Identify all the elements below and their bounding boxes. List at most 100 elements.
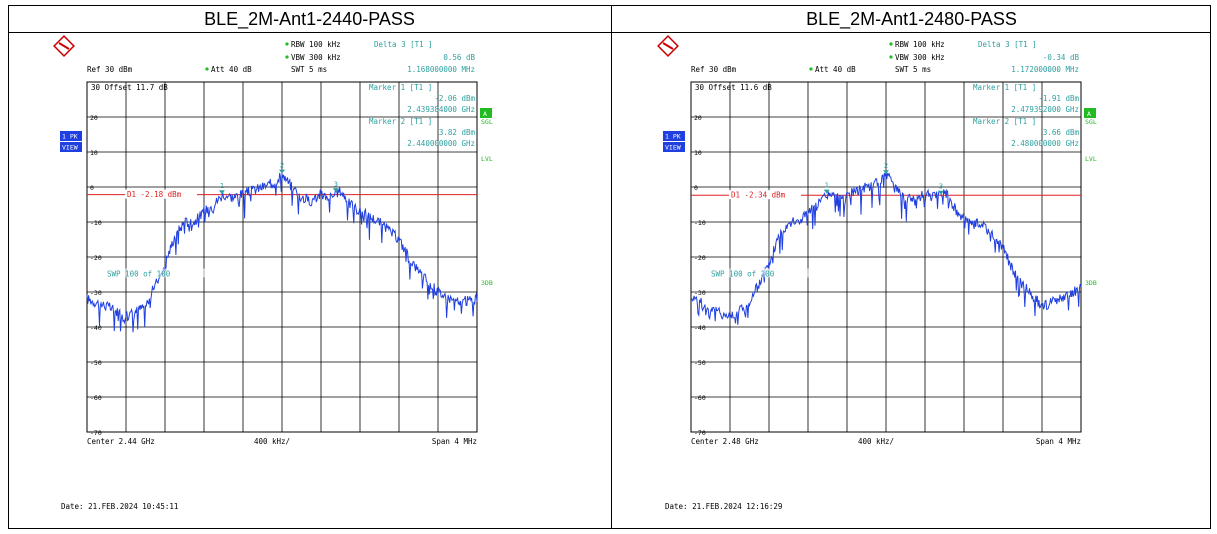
marker-2: 2 [883, 162, 889, 175]
attenuation-readout: Att 40 dB [815, 65, 856, 74]
marker-number: 2 [280, 162, 284, 170]
marker-2: 2 [279, 162, 285, 174]
coupled-indicator-icon [889, 55, 893, 59]
span-readout: Span 4 MHz [432, 437, 477, 446]
marker-triangle [218, 190, 225, 195]
marker-number: 3 [334, 180, 338, 188]
rbw-readout: RBW 100 kHz [291, 40, 341, 49]
marker2-frequency: 2.480000000 GHz [1011, 139, 1079, 148]
delta-marker-value: -0.34 dB [1043, 53, 1080, 62]
delta-marker-frequency: 1.168000000 MHz [407, 65, 475, 74]
marker-3: 3 [332, 180, 339, 193]
y-tick-label: -60 [90, 394, 102, 402]
side-status-label: SGL [481, 118, 493, 126]
trace-indicator-label: A [483, 110, 487, 118]
y-tick-label: -50 [90, 359, 102, 367]
marker-number: 2 [884, 162, 888, 170]
coupled-indicator-icon [205, 67, 209, 71]
delta-marker-label: Delta 3 [T1 ] [978, 40, 1037, 49]
marker2-value: 3.82 dBm [439, 128, 476, 137]
marker2-label: Marker 2 [T1 ] [369, 117, 432, 126]
display-line-label-bg [729, 190, 801, 200]
marker1-label: Marker 1 [T1 ] [369, 83, 432, 92]
y-tick-label: -50 [694, 359, 706, 367]
rbw-readout: RBW 100 kHz [895, 40, 945, 49]
swt-readout: SWT 5 ms [895, 65, 931, 74]
center-frequency: Center 2.48 GHz [691, 437, 759, 446]
rohde-schwarz-logo [657, 35, 679, 57]
ref-level-readout: Ref 30 dBm [87, 65, 133, 74]
sweep-count: SWP 100 of 100 [107, 270, 171, 279]
side-status-box [60, 131, 82, 141]
side-status-label: SGL [1085, 118, 1097, 126]
y-tick-label: 20 [694, 114, 702, 122]
y-tick-label: -30 [694, 289, 706, 297]
y-tick-label: -70 [694, 429, 706, 437]
title-row [8, 5, 1211, 33]
side-status-label: VIEW [665, 144, 681, 152]
marker2-frequency: 2.440000000 GHz [407, 139, 475, 148]
marker-1: 1 [823, 182, 830, 194]
side-status-label: 3DB [481, 279, 493, 287]
marker-number: 1 [220, 182, 224, 190]
y-tick-label: 0 [90, 184, 94, 192]
swt-readout: SWT 5 ms [291, 65, 327, 74]
display-line-label: D1 -2.34 dBm [731, 191, 786, 200]
side-status-label: VIEW [62, 144, 78, 152]
column-divider [611, 5, 612, 529]
y-tick-label: -70 [90, 429, 102, 437]
swp-bg [105, 268, 205, 278]
marker1-label: Marker 1 [T1 ] [973, 83, 1036, 92]
side-status-label: 3DB [1085, 279, 1097, 287]
marker-triangle [279, 169, 285, 174]
coupled-indicator-icon [809, 67, 813, 71]
rohde-schwarz-logo [53, 35, 75, 57]
y-tick-label: -30 [90, 289, 102, 297]
coupled-indicator-icon [285, 42, 289, 46]
attenuation-readout: Att 40 dB [211, 65, 252, 74]
offset-readout: 30 Offset 11.7 dB [91, 83, 168, 92]
side-status-label: 1 PK [665, 133, 681, 141]
capture-date: Date: 21.FEB.2024 10:45:11 [61, 502, 178, 511]
side-status-label: LVL [481, 155, 493, 163]
side-status-box [663, 142, 685, 152]
ref-level-readout: Ref 30 dBm [691, 65, 737, 74]
side-status-label: 1 PK [62, 133, 78, 141]
logo-stroke-shape [662, 42, 674, 50]
marker1-frequency: 2.439384000 GHz [407, 105, 475, 114]
y-tick-label: -40 [694, 324, 706, 332]
trace-indicator-box [1084, 108, 1096, 118]
side-status-label: LVL [1085, 155, 1097, 163]
marker-triangle [937, 190, 944, 195]
sweep-count: SWP 100 of 100 [711, 270, 775, 279]
y-tick-label: -10 [694, 219, 706, 227]
coupled-indicator-icon [285, 55, 289, 59]
table-frame [8, 5, 1211, 529]
vbw-readout: VBW 300 kHz [895, 53, 945, 62]
spectrum-panel-right: RBW 100 kHz VBW 300 kHz SWT 5 ms Ref 30 dBm… [657, 35, 1097, 511]
marker-triangle [823, 189, 830, 194]
y-tick-label: 20 [90, 114, 98, 122]
marker-triangle [332, 188, 339, 193]
marker2-value: 3.66 dBm [1043, 128, 1080, 137]
vbw-readout: VBW 300 kHz [291, 53, 341, 62]
marker-number: 3 [939, 183, 943, 191]
panel-title-right: BLE_2M-Ant1-2480-PASS [806, 9, 1017, 29]
marker1-frequency: 2.479392000 GHz [1011, 105, 1079, 114]
y-tick-label: -40 [90, 324, 102, 332]
y-tick-label: -60 [694, 394, 706, 402]
display-line-label-bg [125, 189, 197, 199]
y-tick-label: 0 [694, 184, 698, 192]
trace-indicator-label: A [1087, 110, 1091, 118]
y-tick-label: 10 [694, 149, 702, 157]
spectrum-panel-left: RBW 100 kHz VBW 300 kHz SWT 5 ms Ref 30 dBm… [53, 35, 493, 511]
span-readout: Span 4 MHz [1036, 437, 1081, 446]
marker1-value: -1.91 dBm [1038, 94, 1079, 103]
marker1-value: -2.06 dBm [434, 94, 475, 103]
center-frequency: Center 2.44 GHz [87, 437, 155, 446]
frequency-per-division: 400 kHz/ [858, 437, 894, 446]
side-status-box [663, 131, 685, 141]
marker-triangle [883, 170, 889, 175]
marker-number: 1 [825, 182, 829, 190]
side-status-box [60, 142, 82, 152]
